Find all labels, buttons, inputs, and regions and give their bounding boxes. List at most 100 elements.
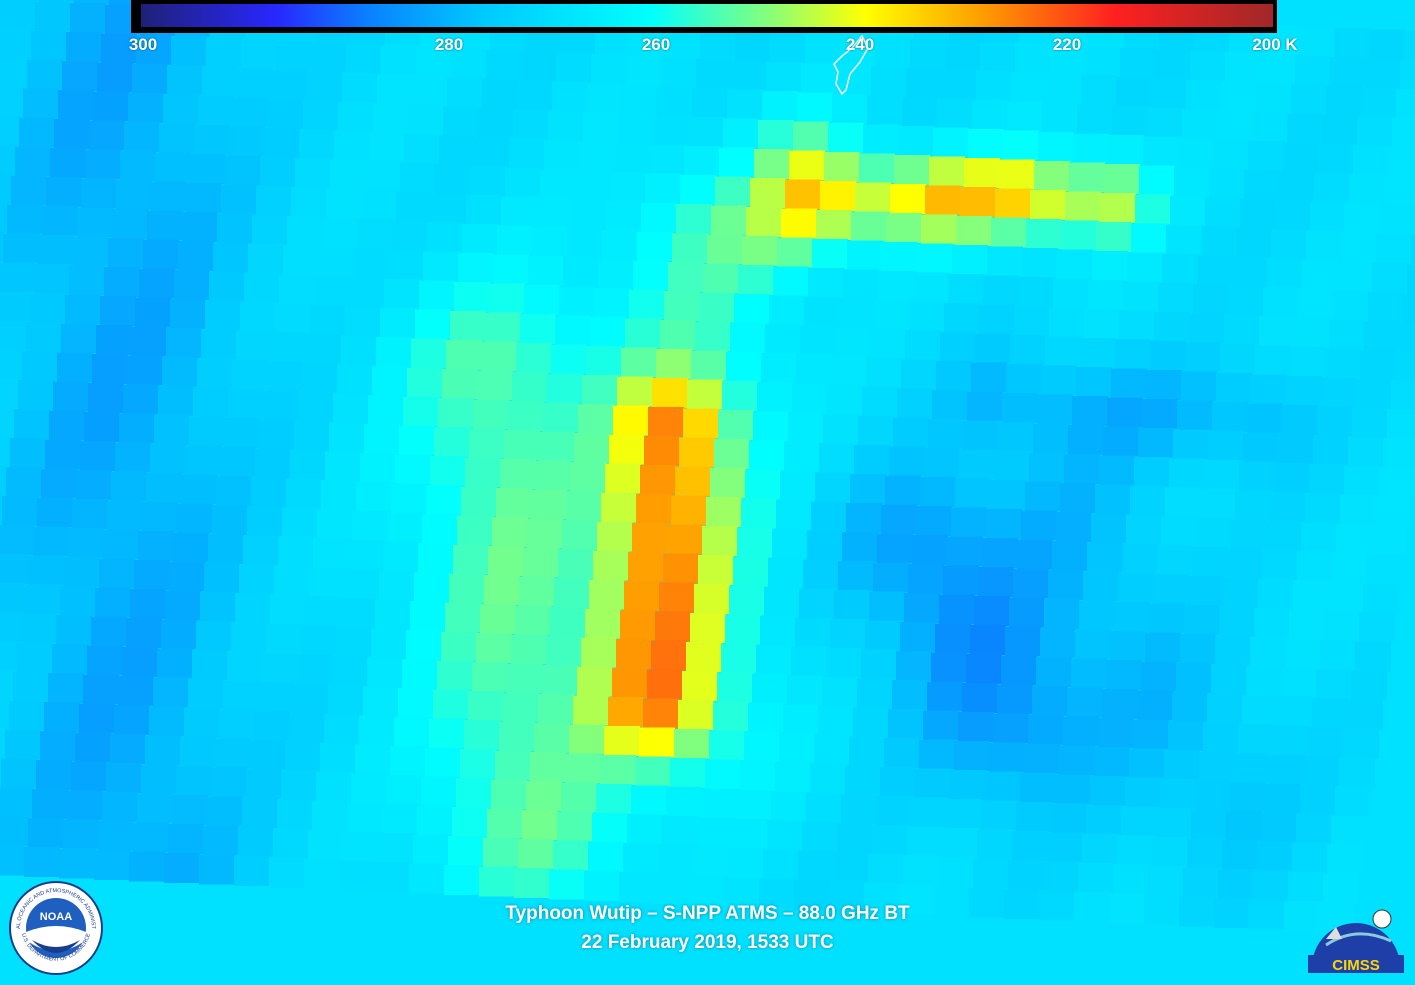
pixel [534, 723, 570, 753]
pixel [530, 752, 566, 782]
pixel [1380, 205, 1415, 235]
pixel [1335, 786, 1371, 817]
pixel [816, 210, 852, 240]
pixel [177, 503, 213, 534]
pixel [1312, 698, 1348, 728]
pixel [111, 471, 147, 502]
pixel [558, 549, 594, 579]
pixel [1204, 460, 1240, 490]
pixel [633, 260, 669, 291]
pixel [946, 799, 982, 829]
pixel [672, 233, 708, 263]
pixel [1217, 110, 1253, 141]
pixel [1214, 898, 1250, 928]
pixel [24, 847, 60, 877]
pixel [587, 83, 623, 114]
pixel [839, 298, 875, 329]
pixel [445, 602, 481, 633]
pixel [260, 157, 296, 187]
pixel [569, 724, 605, 755]
pixel [74, 0, 110, 4]
pixel [1024, 744, 1060, 774]
pixel [213, 242, 249, 273]
pixel [1273, 725, 1309, 756]
pixel [312, 801, 348, 831]
pixel [1135, 194, 1171, 225]
pixel [1291, 84, 1327, 115]
pixel [723, 118, 759, 149]
pixel [867, 95, 903, 126]
pixel [582, 375, 618, 405]
pixel [665, 28, 701, 59]
pixel [1359, 612, 1395, 643]
pixel [1165, 487, 1201, 518]
pixel [944, 303, 980, 333]
pixel [1361, 87, 1397, 118]
pixel [897, 388, 933, 419]
pixel [834, 590, 870, 620]
pixel [176, 766, 212, 796]
pixel [552, 82, 588, 112]
pixel [791, 646, 827, 677]
pixel [561, 782, 597, 813]
pixel [326, 189, 362, 219]
pixel [780, 471, 816, 501]
pixel [266, 624, 302, 654]
pixel [1102, 689, 1138, 719]
pixel [1117, 835, 1153, 866]
pixel [584, 871, 620, 901]
pixel [435, 164, 471, 195]
pixel [128, 93, 164, 123]
pixel [877, 533, 913, 564]
pixel [34, 264, 70, 294]
pixel [286, 479, 322, 509]
pixel [248, 244, 284, 274]
pixel [318, 247, 354, 277]
pixel [590, 317, 626, 347]
pixel [1254, 608, 1290, 638]
pixel [378, 833, 414, 863]
pixel [898, 126, 934, 156]
pixel [938, 857, 974, 887]
pixel [1340, 495, 1376, 525]
pixel [92, 354, 128, 384]
pixel [811, 501, 847, 532]
pixel [785, 179, 821, 210]
pixel [740, 761, 776, 791]
pixel [0, 465, 7, 496]
pixel [1267, 258, 1303, 289]
pixel [674, 729, 710, 759]
pixel [859, 153, 895, 184]
pixel [1185, 342, 1221, 373]
pixel [769, 295, 805, 326]
pixel [1116, 77, 1152, 107]
pixel [38, 235, 74, 265]
pixel [1107, 397, 1143, 428]
pixel [466, 195, 502, 225]
pixel [764, 587, 800, 617]
pixel [135, 297, 171, 328]
pixel [458, 253, 494, 283]
pixel [367, 657, 403, 688]
pixel [0, 670, 14, 700]
pixel [1250, 637, 1286, 667]
pixel [515, 605, 551, 636]
pixel [1201, 226, 1237, 257]
pixel [7, 204, 43, 235]
pixel [1083, 571, 1119, 602]
pixel [145, 735, 181, 766]
pixel [333, 393, 369, 424]
pixel [228, 389, 264, 419]
pixel [730, 323, 766, 353]
pixel [756, 645, 792, 675]
colorbar-label: 260 [641, 35, 671, 54]
pixel [1146, 370, 1182, 400]
pixel [1299, 26, 1335, 57]
pixel [536, 198, 572, 228]
pixel [783, 704, 819, 735]
pixel [477, 370, 513, 401]
pixel [517, 80, 553, 111]
pixel [915, 768, 951, 799]
pixel [1087, 542, 1123, 573]
